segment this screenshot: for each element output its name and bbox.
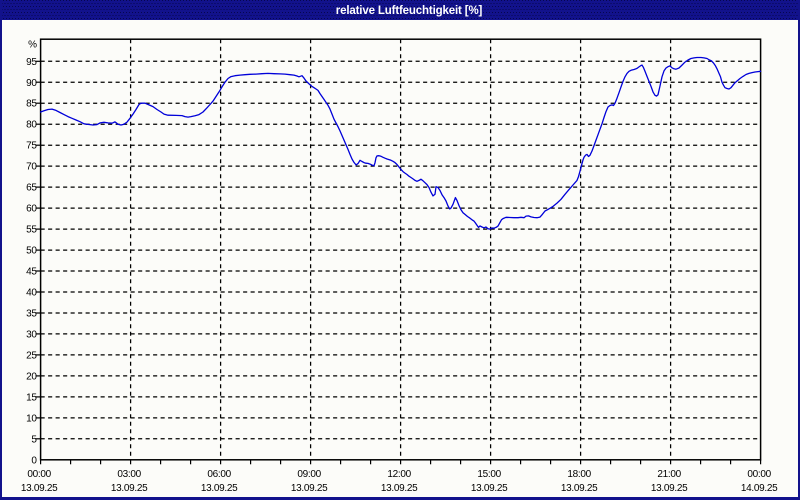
svg-text:13.09.25: 13.09.25 — [201, 483, 238, 494]
svg-text:20: 20 — [26, 371, 37, 382]
svg-text:13.09.25: 13.09.25 — [291, 483, 328, 494]
svg-text:30: 30 — [26, 329, 37, 340]
svg-text:13.09.25: 13.09.25 — [381, 483, 418, 494]
svg-text:10: 10 — [26, 413, 37, 424]
svg-text:18:00: 18:00 — [567, 469, 591, 480]
svg-text:45: 45 — [26, 267, 37, 278]
svg-text:06:00: 06:00 — [207, 469, 231, 480]
svg-text:15:00: 15:00 — [477, 469, 501, 480]
svg-text:13.09.25: 13.09.25 — [471, 483, 508, 494]
svg-text:13.09.25: 13.09.25 — [651, 483, 688, 494]
svg-text:5: 5 — [31, 434, 37, 445]
svg-text:70: 70 — [26, 162, 37, 173]
svg-text:90: 90 — [26, 78, 37, 89]
svg-text:55: 55 — [26, 225, 37, 236]
svg-text:relative Luftfeuchtigkeit [%]: relative Luftfeuchtigkeit [%] — [336, 5, 483, 17]
svg-text:12:00: 12:00 — [387, 469, 411, 480]
svg-text:14.09.25: 14.09.25 — [741, 483, 778, 494]
svg-text:13.09.25: 13.09.25 — [21, 483, 58, 494]
svg-text:50: 50 — [26, 246, 37, 257]
svg-text:75: 75 — [26, 141, 37, 152]
svg-text:%: % — [28, 40, 37, 51]
svg-text:00:00: 00:00 — [27, 469, 51, 480]
svg-text:21:00: 21:00 — [657, 469, 681, 480]
svg-text:09:00: 09:00 — [297, 469, 321, 480]
svg-text:80: 80 — [26, 120, 37, 131]
svg-text:35: 35 — [26, 309, 37, 320]
svg-text:25: 25 — [26, 350, 37, 361]
svg-text:85: 85 — [26, 99, 37, 110]
svg-text:03:00: 03:00 — [117, 469, 141, 480]
svg-text:00:00: 00:00 — [747, 469, 771, 480]
svg-text:65: 65 — [26, 183, 37, 194]
svg-text:0: 0 — [31, 455, 37, 466]
svg-text:60: 60 — [26, 204, 37, 215]
svg-text:15: 15 — [26, 392, 37, 403]
svg-text:13.09.25: 13.09.25 — [561, 483, 598, 494]
svg-text:40: 40 — [26, 288, 37, 299]
svg-text:95: 95 — [26, 57, 37, 68]
svg-text:13.09.25: 13.09.25 — [111, 483, 148, 494]
